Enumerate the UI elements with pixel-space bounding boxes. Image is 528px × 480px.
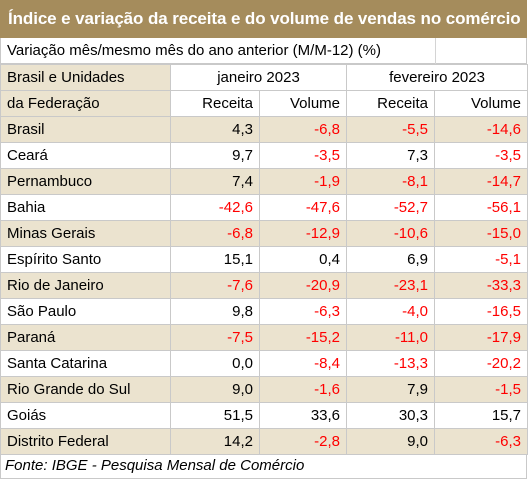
- cell-jan-receita: 9,8: [170, 298, 260, 325]
- col-header-jan-volume: Volume: [258, 90, 348, 117]
- row-name: Pernambuco: [0, 168, 171, 195]
- cell-jan-volume: -6,3: [258, 298, 348, 325]
- period-header-jan: janeiro 2023: [169, 64, 348, 91]
- table-row: Pernambuco 7,4 -1,9 -8,1 -14,7: [0, 168, 528, 195]
- table-row: Brasil 4,3 -6,8 -5,5 -14,6: [0, 116, 528, 143]
- cell-fev-receita: 7,9: [346, 376, 436, 403]
- cell-jan-volume: -8,4: [258, 350, 348, 377]
- row-name: Rio Grande do Sul: [0, 376, 171, 403]
- cell-fev-receita: -8,1: [346, 168, 436, 195]
- period-header-fev: fevereiro 2023: [346, 64, 528, 91]
- row-label-header-line2: da Federação: [0, 90, 171, 117]
- col-header-fev-receita: Receita: [346, 90, 436, 117]
- cell-fev-volume: -14,6: [434, 116, 528, 143]
- cell-fev-volume: -16,5: [434, 298, 528, 325]
- cell-jan-volume: -47,6: [258, 194, 348, 221]
- row-name: Paraná: [0, 324, 171, 351]
- cell-fev-volume: -5,1: [434, 246, 528, 273]
- cell-jan-receita: 9,0: [170, 376, 260, 403]
- cell-fev-receita: -23,1: [346, 272, 436, 299]
- table-title: Índice e variação da receita e do volume…: [0, 0, 527, 38]
- cell-jan-receita: 15,1: [170, 246, 260, 273]
- cell-jan-volume: 33,6: [258, 402, 348, 429]
- cell-fev-receita: -5,5: [346, 116, 436, 143]
- table-row: Distrito Federal 14,2 -2,8 9,0 -6,3: [0, 428, 528, 455]
- cell-jan-receita: -7,6: [170, 272, 260, 299]
- subtitle-divider: [435, 38, 436, 64]
- cell-fev-volume: -17,9: [434, 324, 528, 351]
- cell-fev-receita: 7,3: [346, 142, 436, 169]
- cell-jan-receita: -6,8: [170, 220, 260, 247]
- cell-jan-receita: -42,6: [170, 194, 260, 221]
- cell-jan-receita: -7,5: [170, 324, 260, 351]
- table-row: Bahia -42,6 -47,6 -52,7 -56,1: [0, 194, 528, 221]
- cell-fev-volume: -20,2: [434, 350, 528, 377]
- cell-jan-volume: -2,8: [258, 428, 348, 455]
- table-row: Goiás 51,5 33,6 30,3 15,7: [0, 402, 528, 429]
- cell-fev-receita: -13,3: [346, 350, 436, 377]
- cell-jan-receita: 51,5: [170, 402, 260, 429]
- cell-jan-volume: -20,9: [258, 272, 348, 299]
- table-row: Minas Gerais -6,8 -12,9 -10,6 -15,0: [0, 220, 528, 247]
- table-row: Santa Catarina 0,0 -8,4 -13,3 -20,2: [0, 350, 528, 377]
- cell-jan-volume: -1,9: [258, 168, 348, 195]
- cell-fev-receita: -4,0: [346, 298, 436, 325]
- cell-jan-volume: -1,6: [258, 376, 348, 403]
- cell-jan-receita: 0,0: [170, 350, 260, 377]
- row-name: Espírito Santo: [0, 246, 171, 273]
- cell-fev-receita: 30,3: [346, 402, 436, 429]
- subtitle-text: Variação mês/mesmo mês do ano anterior (…: [7, 42, 382, 59]
- row-name: Ceará: [0, 142, 171, 169]
- cell-jan-receita: 14,2: [170, 428, 260, 455]
- cell-jan-receita: 4,3: [170, 116, 260, 143]
- cell-jan-volume: -15,2: [258, 324, 348, 351]
- table-body: Brasil 4,3 -6,8 -5,5 -14,6 Ceará 9,7 -3,5 7,3 -3,…: [0, 116, 528, 455]
- table-row: Rio Grande do Sul 9,0 -1,6 7,9 -1,5: [0, 376, 528, 403]
- source-note: Fonte: IBGE - Pesquisa Mensal de Comérci…: [0, 454, 527, 479]
- cell-fev-volume: -6,3: [434, 428, 528, 455]
- cell-jan-volume: -12,9: [258, 220, 348, 247]
- row-name: Santa Catarina: [0, 350, 171, 377]
- table-subtitle: Variação mês/mesmo mês do ano anterior (…: [0, 38, 527, 64]
- data-table: Brasil e Unidades janeiro 2023 fevereiro…: [0, 64, 528, 455]
- col-header-fev-volume: Volume: [434, 90, 528, 117]
- row-name: Rio de Janeiro: [0, 272, 171, 299]
- cell-fev-volume: -14,7: [434, 168, 528, 195]
- table-row: Espírito Santo 15,1 0,4 6,9 -5,1: [0, 246, 528, 273]
- cell-fev-volume: -3,5: [434, 142, 528, 169]
- cell-fev-volume: -33,3: [434, 272, 528, 299]
- table-row: São Paulo 9,8 -6,3 -4,0 -16,5: [0, 298, 528, 325]
- cell-fev-volume: -15,0: [434, 220, 528, 247]
- row-label-header-line1: Brasil e Unidades: [0, 64, 171, 91]
- cell-fev-volume: -1,5: [434, 376, 528, 403]
- cell-fev-receita: -11,0: [346, 324, 436, 351]
- col-header-jan-receita: Receita: [170, 90, 260, 117]
- cell-fev-volume: -56,1: [434, 194, 528, 221]
- cell-jan-volume: -6,8: [258, 116, 348, 143]
- cell-jan-receita: 7,4: [170, 168, 260, 195]
- row-name: Minas Gerais: [0, 220, 171, 247]
- cell-fev-receita: 9,0: [346, 428, 436, 455]
- cell-fev-volume: 15,7: [434, 402, 528, 429]
- row-name: Distrito Federal: [0, 428, 171, 455]
- row-name: Goiás: [0, 402, 171, 429]
- row-name: Brasil: [0, 116, 171, 143]
- cell-jan-volume: 0,4: [258, 246, 348, 273]
- cell-jan-receita: 9,7: [170, 142, 260, 169]
- table-row: Paraná -7,5 -15,2 -11,0 -17,9: [0, 324, 528, 351]
- cell-jan-volume: -3,5: [258, 142, 348, 169]
- cell-fev-receita: -52,7: [346, 194, 436, 221]
- cell-fev-receita: 6,9: [346, 246, 436, 273]
- row-name: Bahia: [0, 194, 171, 221]
- cell-fev-receita: -10,6: [346, 220, 436, 247]
- table-row: Ceará 9,7 -3,5 7,3 -3,5: [0, 142, 528, 169]
- row-name: São Paulo: [0, 298, 171, 325]
- table-row: Rio de Janeiro -7,6 -20,9 -23,1 -33,3: [0, 272, 528, 299]
